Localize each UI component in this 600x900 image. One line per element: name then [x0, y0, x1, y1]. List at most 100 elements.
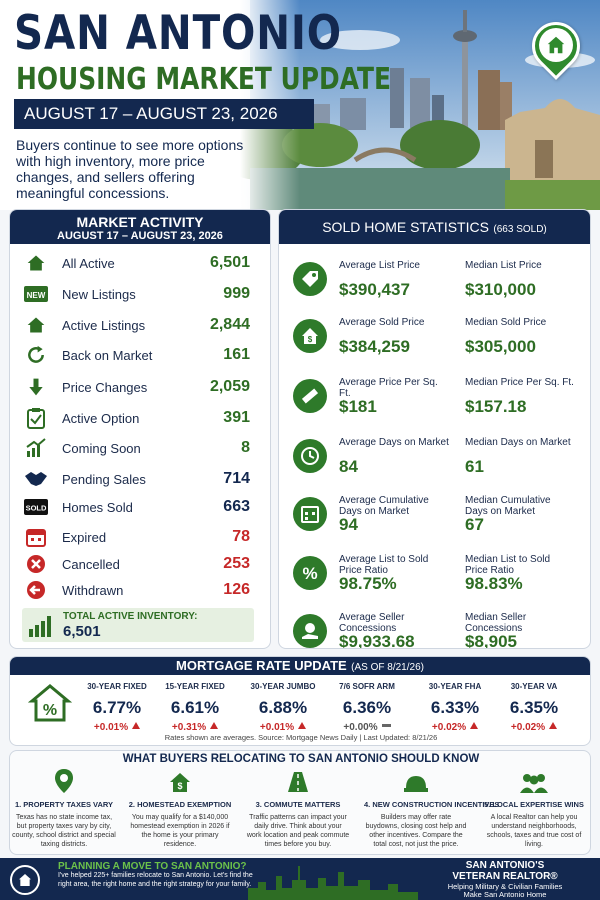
sold-stat-row: Average Price Per Sq. Ft. $181 Median Pric…: [291, 373, 575, 425]
sold-stats-title: SOLD HOME STATISTICS: [322, 219, 489, 235]
sold-stat-row: $ Average Sold Price $384,259 Median Sold P…: [291, 313, 575, 365]
dash-icon: [381, 724, 391, 727]
rate-label: 15-YEAR FIXED: [165, 682, 225, 691]
sold-left-value: $181: [339, 397, 377, 416]
arrow-up-icon: [549, 722, 558, 729]
sold-right-label: Median Days on Market: [465, 437, 571, 448]
intro-text: Buyers continue to see more options with…: [16, 137, 244, 201]
tip-title: 4. NEW CONSTRUCTION INCENTIVES: [364, 800, 500, 809]
ruler-icon: [293, 379, 327, 413]
date-range-banner: AUGUST 17 – AUGUST 23, 2026: [14, 99, 314, 129]
activity-value: 161: [223, 346, 250, 363]
mortgage-footnote: Rates shown are averages. Source: Mortga…: [164, 733, 438, 742]
sold-stat-row: % Average List to Sold Price Ratio 98.75% M…: [291, 550, 575, 602]
activity-value: 2,844: [209, 316, 250, 333]
activity-label: Active Listings: [62, 317, 146, 333]
rate-label: 7/6 SOFR ARM: [339, 682, 395, 691]
activity-value: 391: [223, 409, 250, 426]
market-activity-header: MARKET ACTIVITY AUGUST 17 – AUGUST 23, 2…: [10, 210, 270, 244]
buyer-tip: 3. COMMUTE MATTERS Traffic patterns can i…: [246, 768, 350, 849]
total-inventory-label: TOTAL ACTIVE INVENTORY:: [63, 611, 198, 622]
sold-right-value: $8,905: [465, 632, 517, 649]
road-icon: [246, 768, 350, 794]
tip-body: Builders may offer rate buydowns, closin…: [365, 814, 467, 848]
buyers-know-title: WHAT BUYERS RELOCATING TO SAN ANTONIO SH…: [122, 753, 480, 765]
activity-label: Cancelled: [62, 556, 120, 572]
sold-stat-row: Average Seller Concessions $9,933.68 Media…: [291, 608, 575, 649]
activity-row: NEW New Listings 999: [24, 281, 250, 307]
sold-right-label: Median List Price: [465, 260, 542, 271]
sold-left-value: 84: [339, 457, 358, 476]
activity-value: 78: [232, 528, 250, 545]
footer-body: I've helped 225+ families relocate to Sa…: [58, 872, 253, 888]
rate-change: +0.02%: [431, 722, 467, 733]
sold-right-value: $157.18: [465, 397, 527, 416]
sold-left-label: Average Price Per Sq. Ft.: [339, 377, 438, 399]
sold-stat-row: Average Cumulative Days on Market 94 Media…: [291, 491, 575, 543]
activity-label: Withdrawn: [62, 582, 124, 598]
calendar-icon: [24, 525, 48, 549]
sold-right-label: Median List to Sold Price Ratio: [465, 554, 551, 576]
brand-line3: Helping Military & Civilian Families: [447, 882, 563, 891]
rate-label: 30-YEAR VA: [510, 682, 558, 691]
tip-title: 5. LOCAL EXPERTISE WINS: [484, 800, 584, 809]
activity-label: Homes Sold: [62, 499, 133, 515]
clock-icon: [293, 439, 327, 473]
rate-value: 6.88%: [258, 698, 308, 717]
activity-row: SOLD Homes Sold 663: [24, 494, 250, 520]
activity-value: 2,059: [209, 378, 250, 395]
clipboard-check-icon: [24, 406, 48, 430]
handshake-icon: [24, 467, 48, 491]
sold-stats-panel: SOLD HOME STATISTICS (663 SOLD) Average …: [278, 209, 591, 649]
rate-value: 6.33%: [430, 698, 480, 717]
percent-house-icon: %: [27, 683, 73, 723]
rate-change: +0.01%: [93, 722, 129, 733]
activity-value: 126: [223, 581, 250, 598]
sold-left-value: $390,437: [339, 280, 410, 299]
percent-icon: %: [293, 556, 327, 590]
sold-left-value: $9,933.68: [339, 632, 415, 649]
skyline-silhouette: [248, 866, 418, 900]
market-activity-panel: MARKET ACTIVITY AUGUST 17 – AUGUST 23, 2…: [9, 209, 271, 649]
new-badge-icon: NEW: [24, 282, 48, 306]
rate-label: 30-YEAR FHA: [428, 682, 482, 691]
sold-left-label: Average List Price: [339, 260, 420, 271]
arrow-up-icon: [470, 722, 479, 729]
total-inventory-value: 6,501: [63, 623, 101, 640]
rate-change: +0.00%: [343, 722, 378, 733]
sold-right-value: $305,000: [465, 337, 536, 356]
arrow-up-icon: [132, 722, 141, 729]
activity-row: Back on Market 161: [24, 342, 250, 368]
page-subtitle: HOUSING MARKET UPDATE: [16, 62, 392, 97]
activity-label: Expired: [62, 529, 107, 545]
activity-value: 999: [223, 285, 250, 302]
sold-right-label: Median Sold Price: [465, 317, 547, 328]
buyer-tip: 5. LOCAL EXPERTISE WINS A local Realtor c…: [482, 768, 586, 849]
house-icon: [24, 251, 48, 275]
footer-house-icon: [10, 865, 40, 895]
svg-text:NEW: NEW: [27, 291, 46, 300]
rate-change: +0.31%: [171, 722, 207, 733]
house-dollar-icon: $: [128, 768, 232, 794]
price-tag-icon: [293, 262, 327, 296]
rate-column: 30-YEAR FIXED 6.77% +0.01%: [80, 682, 154, 733]
mortgage-title: MORTGAGE RATE UPDATE: [176, 658, 347, 673]
activity-label: New Listings: [62, 286, 136, 302]
total-inventory-box: TOTAL ACTIVE INVENTORY: 6,501: [22, 608, 254, 642]
sold-left-label: Average Seller Concessions: [339, 612, 405, 634]
chart-up-icon: [24, 436, 48, 460]
brand-line2: VETERAN REALTOR®: [452, 871, 558, 882]
rate-value: 6.36%: [342, 698, 392, 717]
activity-label: Pending Sales: [62, 471, 146, 487]
sold-left-label: Average Days on Market: [339, 437, 449, 448]
rate-label: 30-YEAR JUMBO: [250, 682, 316, 691]
house-dollar-icon: $: [293, 319, 327, 353]
activity-row: Active Option 391: [24, 405, 250, 431]
footer-banner: PLANNING A MOVE TO SAN ANTONIO? I've hel…: [0, 858, 600, 900]
rate-column: 30-YEAR VA 6.35% +0.02%: [497, 682, 571, 733]
location-pin-icon: [12, 768, 116, 794]
sold-right-value: 67: [465, 515, 484, 534]
rate-value: 6.77%: [92, 698, 142, 717]
activity-label: Back on Market: [62, 347, 153, 363]
rate-label: 30-YEAR FIXED: [87, 682, 147, 691]
